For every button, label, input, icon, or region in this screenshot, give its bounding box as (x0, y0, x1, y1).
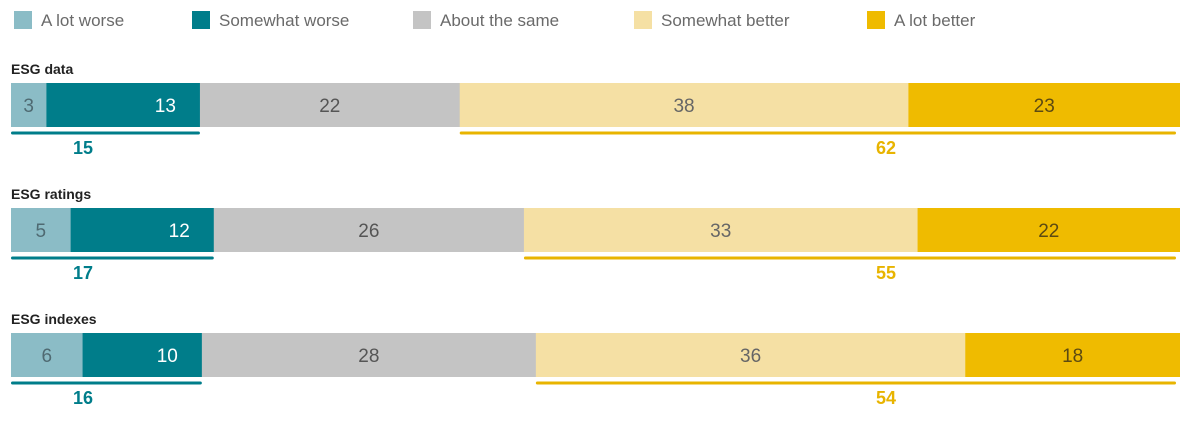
bar-value-label-esg-indexes-a-lot-better: 18 (1062, 346, 1083, 367)
bar-value-label-esg-data-a-lot-worse: 3 (23, 96, 34, 117)
legend-label-somewhat-better: Somewhat better (661, 11, 790, 30)
bar-segment-esg-ratings-a-lot-better (917, 208, 1180, 252)
category-label-esg-indexes: ESG indexes (11, 311, 97, 327)
bar-segment-esg-data-somewhat-better (459, 83, 909, 127)
legend-swatch-about-the-same (413, 11, 431, 29)
bar-value-label-esg-data-a-lot-better: 23 (1034, 96, 1055, 117)
category-label-esg-ratings: ESG ratings (11, 186, 91, 202)
bar-segment-esg-data-somewhat-worse (46, 83, 201, 127)
bar-segment-esg-ratings-a-lot-worse (11, 208, 72, 252)
bar-value-label-esg-data-about-the-same: 22 (319, 96, 340, 117)
legend-swatch-a-lot-better (867, 11, 885, 29)
legend-label-about-the-same: About the same (440, 11, 559, 30)
legend-swatch-somewhat-worse (192, 11, 210, 29)
legend-label-a-lot-worse: A lot worse (41, 11, 124, 30)
bar-segment-esg-data-a-lot-better (908, 83, 1180, 127)
bar-segment-esg-ratings-somewhat-better (523, 208, 919, 252)
legend-swatch-a-lot-worse (14, 11, 32, 29)
bar-value-label-esg-indexes-about-the-same: 28 (358, 346, 379, 367)
bar-value-label-esg-ratings-somewhat-worse: 12 (169, 221, 190, 242)
bar-segment-esg-ratings-about-the-same (213, 208, 525, 252)
legend-label-somewhat-worse: Somewhat worse (219, 11, 349, 30)
better-total-bracket-esg-data (459, 131, 1177, 135)
worse-total-label-esg-indexes: 16 (73, 388, 93, 408)
bar-value-label-esg-indexes-a-lot-worse: 6 (41, 346, 52, 367)
bar-segment-esg-ratings-somewhat-worse (70, 208, 215, 252)
bar-value-label-esg-data-somewhat-worse: 13 (155, 96, 176, 117)
bar-value-label-esg-indexes-somewhat-worse: 10 (157, 346, 178, 367)
bar-segment-esg-data-about-the-same (199, 83, 461, 127)
bar-segment-esg-indexes-somewhat-worse (82, 333, 203, 377)
bar-segment-esg-data-a-lot-worse (11, 83, 47, 127)
bar-value-label-esg-indexes-somewhat-better: 36 (740, 346, 761, 367)
bar-segment-esg-indexes-a-lot-better (965, 333, 1180, 377)
better-total-label-esg-indexes: 54 (876, 388, 896, 408)
category-label-esg-data: ESG data (11, 61, 73, 77)
bar-segment-esg-indexes-somewhat-better (535, 333, 966, 377)
worse-total-label-esg-ratings: 17 (73, 263, 93, 283)
bar-segment-esg-indexes-about-the-same (201, 333, 537, 377)
worse-total-bracket-esg-data (11, 131, 200, 135)
better-total-bracket-esg-ratings (523, 256, 1176, 260)
bar-segment-esg-indexes-a-lot-worse (11, 333, 84, 377)
legend-label-a-lot-better: A lot better (894, 11, 976, 30)
better-total-label-esg-ratings: 55 (876, 263, 896, 283)
worse-total-bracket-esg-indexes (11, 381, 202, 385)
bar-value-label-esg-ratings-a-lot-worse: 5 (36, 221, 47, 242)
bar-value-label-esg-data-somewhat-better: 38 (673, 96, 694, 117)
bar-value-label-esg-ratings-about-the-same: 26 (358, 221, 379, 242)
legend-swatch-somewhat-better (634, 11, 652, 29)
worse-total-label-esg-data: 15 (73, 138, 93, 158)
better-total-label-esg-data: 62 (876, 138, 896, 158)
bar-value-label-esg-ratings-somewhat-better: 33 (710, 221, 731, 242)
better-total-bracket-esg-indexes (535, 381, 1176, 385)
bar-value-label-esg-ratings-a-lot-better: 22 (1038, 221, 1059, 242)
worse-total-bracket-esg-ratings (11, 256, 214, 260)
